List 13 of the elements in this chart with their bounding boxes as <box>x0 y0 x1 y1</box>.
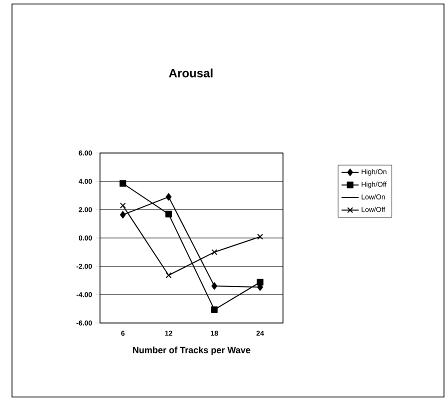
point <box>166 272 172 278</box>
chart-title: Arousal <box>168 68 212 78</box>
point <box>120 202 126 209</box>
point <box>120 211 126 218</box>
point <box>166 193 172 201</box>
point <box>211 306 218 313</box>
point <box>165 210 172 218</box>
point <box>120 180 126 187</box>
point <box>211 282 218 290</box>
point <box>257 234 264 240</box>
point <box>256 278 264 286</box>
x-axis-title: Number of Tracks per Wave <box>132 346 250 355</box>
point <box>211 249 218 256</box>
